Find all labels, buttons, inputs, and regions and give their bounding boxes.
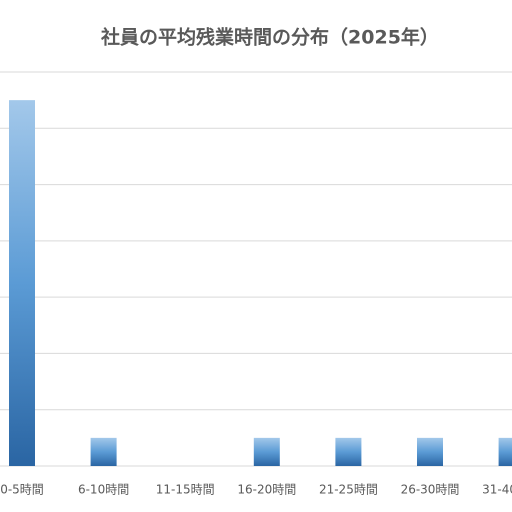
x-tick-label: 31-40時間 [482, 483, 512, 497]
bar [90, 437, 117, 466]
bar [9, 100, 35, 467]
x-tick-label: 16-20時間 [237, 483, 296, 497]
x-tick-label: 0-5時間 [0, 483, 44, 497]
x-tick-label: 21-25時間 [319, 483, 378, 497]
bar [335, 437, 362, 466]
x-tick-label: 6-10時間 [78, 483, 129, 497]
x-tick-label: 11-15時間 [156, 483, 215, 497]
bar [498, 437, 512, 466]
bar [417, 437, 443, 466]
bar [253, 437, 280, 466]
x-tick-label: 26-30時間 [401, 483, 460, 497]
chart-title: 社員の平均残業時間の分布（2025年） [100, 26, 439, 49]
